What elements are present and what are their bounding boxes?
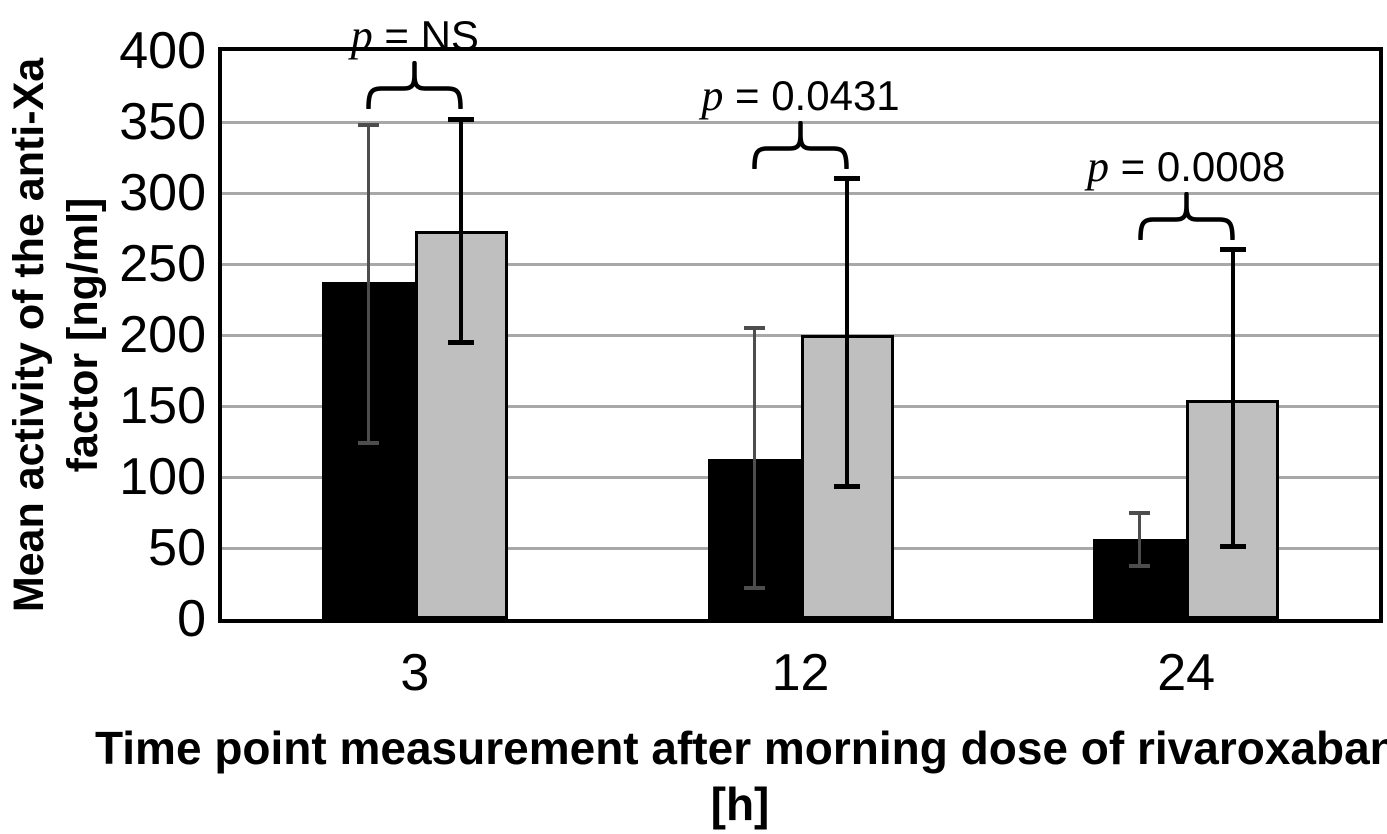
error-bar-black-3h-top-cap [357, 122, 379, 127]
error-bar-black-3h-line [366, 124, 370, 443]
y-tick-label-50: 50 [148, 519, 206, 577]
y-tick-label-250: 250 [119, 235, 206, 293]
x-axis-title-line1: Time point measurement after morning dos… [95, 722, 1387, 774]
p-symbol: p [1086, 141, 1109, 191]
gridline-250 [222, 262, 1379, 266]
error-bar-gray-24h-line [1230, 249, 1235, 547]
error-bar-black-12h-bottom-cap [743, 585, 765, 590]
curly-brace-icon [1137, 191, 1235, 242]
error-bar-black-24h-bottom-cap [1129, 564, 1151, 569]
y-tick-label-150: 150 [119, 377, 206, 435]
error-bar-gray-24h-top-cap [1219, 247, 1246, 253]
error-bar-gray-3h-line [459, 119, 464, 343]
y-tick-label-100: 100 [119, 448, 206, 506]
p-value-label-3h: p = NS [350, 11, 479, 61]
error-bar-black-12h-top-cap [743, 325, 765, 330]
curly-brace-icon [752, 120, 849, 171]
error-bar-black-24h-top-cap [1129, 510, 1151, 515]
p-value-label-12h: p = 0.0431 [701, 70, 900, 120]
y-tick-label-0: 0 [177, 590, 206, 648]
bar-gray-3h [414, 231, 508, 619]
curly-brace-icon [366, 60, 464, 111]
error-bar-black-24h-line [1138, 512, 1142, 567]
p-symbol: p [701, 70, 724, 120]
error-bar-gray-3h-top-cap [448, 116, 475, 122]
error-bar-gray-12h-top-cap [834, 176, 860, 182]
error-bar-gray-12h-line [845, 178, 849, 487]
x-tick-label-12: 12 [771, 644, 830, 702]
p-value-label-24h: p = 0.0008 [1086, 141, 1286, 191]
x-tick-label-3: 3 [400, 644, 430, 702]
error-bar-gray-3h-bottom-cap [448, 339, 475, 345]
p-symbol: p [350, 11, 373, 61]
y-tick-label-350: 350 [119, 93, 206, 151]
significance-bracket-24h [1137, 191, 1235, 242]
x-axis-title: Time point measurement after morning dos… [95, 720, 1387, 832]
y-tick-label-400: 400 [119, 22, 206, 80]
x-tick-label-24: 24 [1157, 644, 1216, 702]
y-tick-label-300: 300 [119, 164, 206, 222]
error-bar-black-3h-bottom-cap [357, 440, 379, 445]
error-bar-gray-24h-bottom-cap [1219, 544, 1246, 550]
significance-bracket-12h [752, 120, 849, 171]
error-bar-black-12h-line [752, 327, 756, 588]
x-axis-title-line2: [h] [710, 778, 770, 830]
y-tick-label-200: 200 [119, 306, 206, 364]
significance-bracket-3h [366, 60, 464, 111]
gridline-300 [222, 191, 1379, 195]
error-bar-gray-12h-bottom-cap [834, 484, 860, 490]
